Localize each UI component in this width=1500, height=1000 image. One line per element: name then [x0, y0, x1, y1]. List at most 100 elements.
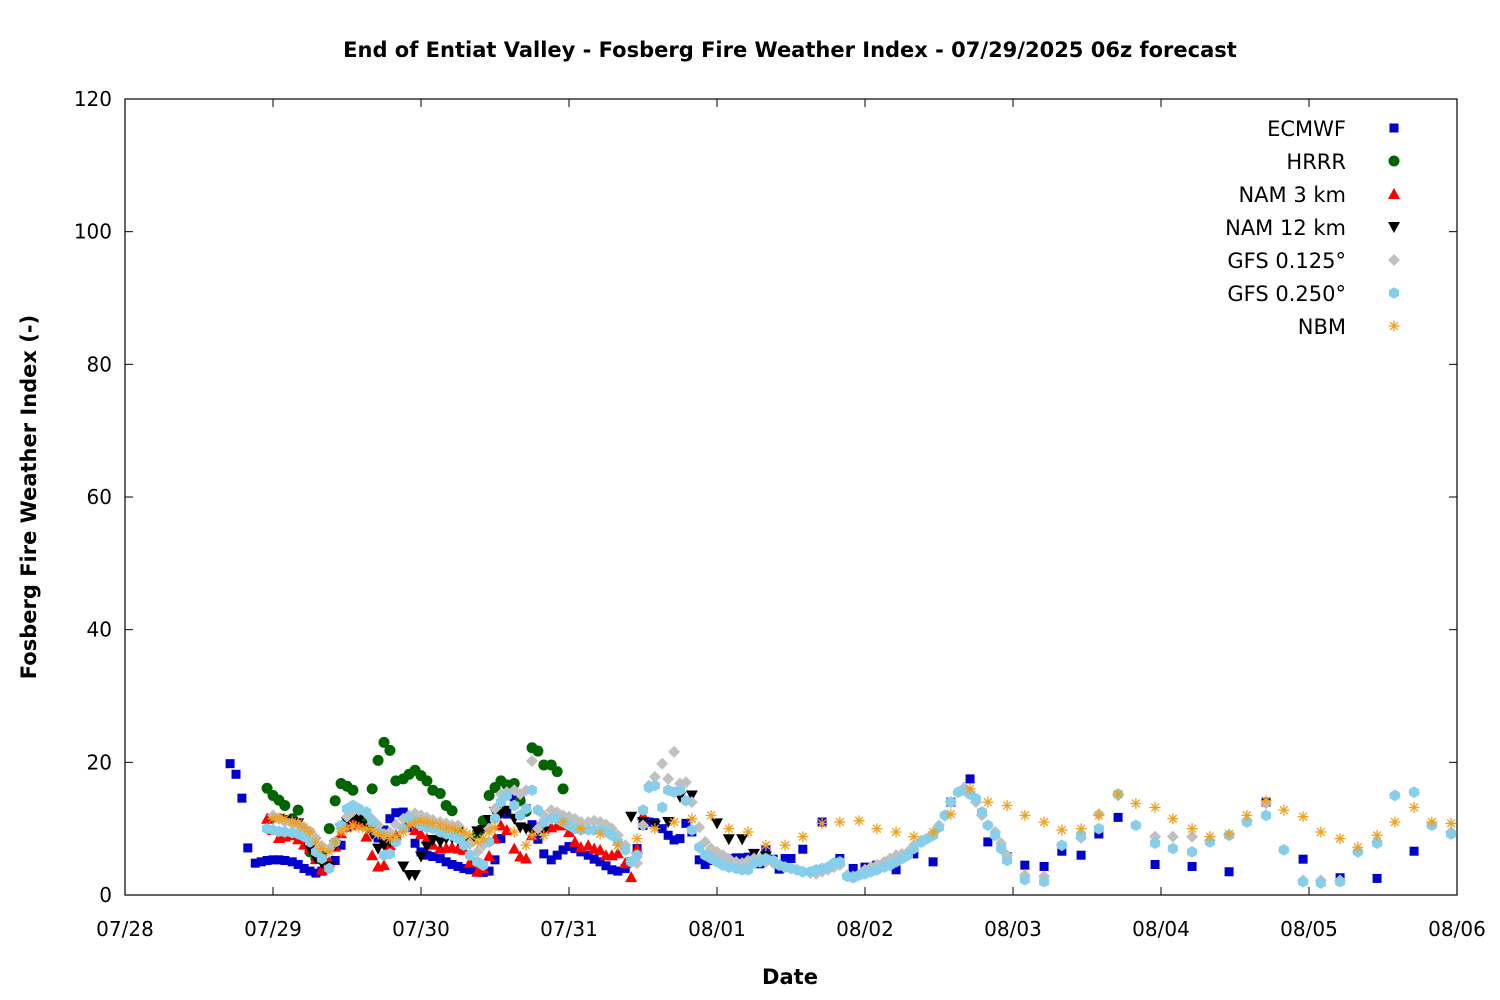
point-ecmwf [410, 838, 420, 848]
point-nbm [1371, 829, 1383, 841]
point-nbm [427, 817, 439, 829]
legend-marker-gfs-0-250 [1388, 287, 1400, 299]
point-ecmwf [509, 792, 519, 802]
x-tick-label: 07/28 [96, 917, 154, 941]
point-ecmwf [441, 857, 451, 867]
point-hrrr [446, 805, 458, 817]
point-gfs-0-250 [908, 842, 919, 855]
point-gfs-0-250 [945, 796, 956, 808]
point-nbm [816, 817, 828, 829]
legend-label: NBM [1298, 315, 1346, 339]
point-nam-3-km [520, 852, 533, 864]
point-hrrr [372, 754, 384, 766]
point-nam-3-km [594, 843, 607, 855]
point-gfs-0-250 [324, 862, 335, 875]
y-tick-label: 120 [74, 87, 112, 111]
point-hrrr [557, 783, 569, 795]
point-hrrr [434, 788, 446, 800]
point-hrrr [323, 823, 335, 835]
point-ecmwf [484, 866, 494, 876]
point-nbm [390, 831, 402, 843]
point-ecmwf [675, 834, 685, 844]
point-hrrr [421, 775, 433, 787]
point-gfs-0-250 [1409, 786, 1420, 798]
point-ecmwf [1150, 859, 1160, 869]
point-ecmwf [422, 850, 432, 860]
point-ecmwf [1298, 854, 1308, 864]
point-ecmwf [1020, 860, 1030, 870]
point-gfs-0-250 [674, 784, 686, 796]
point-ecmwf [558, 845, 568, 855]
y-axis-label: Fosberg Fire Weather Index (-) [17, 315, 41, 679]
point-nbm [458, 826, 470, 838]
point-nam-12-km [736, 834, 749, 846]
point-hrrr [279, 799, 291, 811]
point-nam-3-km [582, 839, 595, 851]
point-ecmwf [435, 854, 445, 864]
legend-label: NAM 12 km [1225, 216, 1346, 240]
point-ecmwf [663, 830, 673, 840]
point-nbm [668, 816, 680, 828]
legend-label: ECMWF [1267, 117, 1346, 141]
point-hrrr [329, 795, 341, 807]
point-nam-3-km [415, 827, 427, 839]
point-nbm [1278, 804, 1290, 816]
chart-title: End of Entiat Valley - Fosberg Fire Weat… [343, 38, 1237, 62]
point-gfs-0-250 [1241, 816, 1252, 828]
point-ecmwf [657, 824, 667, 834]
point-nbm [1297, 811, 1309, 823]
point-gfs-0-250 [1261, 809, 1272, 822]
point-ecmwf [1113, 812, 1123, 822]
point-ecmwf [552, 850, 562, 860]
point-ecmwf [848, 863, 858, 873]
point-nam-12-km [420, 841, 433, 853]
point-hrrr [378, 736, 390, 748]
point-ecmwf [786, 854, 796, 864]
point-ecmwf [280, 856, 290, 866]
point-nam-12-km [415, 851, 427, 863]
point-nbm [298, 821, 310, 833]
point-gfs-0-250 [501, 789, 512, 802]
point-nbm [779, 839, 791, 851]
point-hrrr [532, 745, 544, 757]
point-ecmwf [268, 855, 278, 865]
point-nbm [742, 826, 754, 838]
point-nbm [631, 833, 643, 845]
point-nbm [304, 826, 316, 838]
point-gfs-0-250 [990, 829, 1001, 842]
point-nbm [323, 846, 335, 858]
point-gfs-0-250 [976, 806, 987, 818]
point-ecmwf [546, 855, 556, 865]
point-ecmwf [589, 854, 599, 864]
point-nbm [612, 839, 624, 851]
point-gfs-0-125 [637, 819, 649, 832]
point-ecmwf [539, 849, 549, 859]
point-ecmwf [607, 865, 617, 875]
point-nam-3-km [625, 871, 638, 883]
point-hrrr [551, 766, 563, 778]
point-gfs-0-250 [532, 804, 543, 816]
x-tick-label: 08/05 [1280, 917, 1338, 941]
legend-marker-nam-3-km [1388, 188, 1400, 199]
point-hrrr [508, 778, 520, 790]
legend-label: GFS 0.250° [1227, 282, 1346, 306]
point-nbm [292, 817, 304, 829]
point-nbm [489, 821, 501, 833]
point-gfs-0-250 [1335, 875, 1346, 888]
point-gfs-0-125 [679, 776, 692, 789]
point-nbm [1426, 816, 1438, 828]
point-nbm [1112, 788, 1124, 800]
point-nbm [1241, 809, 1253, 821]
point-nbm [353, 821, 365, 833]
point-gfs-0-125 [1186, 830, 1199, 843]
legend-marker-gfs-0-125 [1388, 254, 1400, 266]
point-nbm [403, 819, 415, 831]
point-nam-3-km [315, 863, 328, 875]
point-nbm [1130, 797, 1142, 809]
point-gfs-0-250 [361, 806, 372, 818]
point-gfs-0-250 [1278, 844, 1289, 856]
point-gfs-0-250 [1372, 837, 1383, 850]
point-nam-3-km [420, 832, 433, 844]
point-ecmwf [490, 855, 500, 865]
